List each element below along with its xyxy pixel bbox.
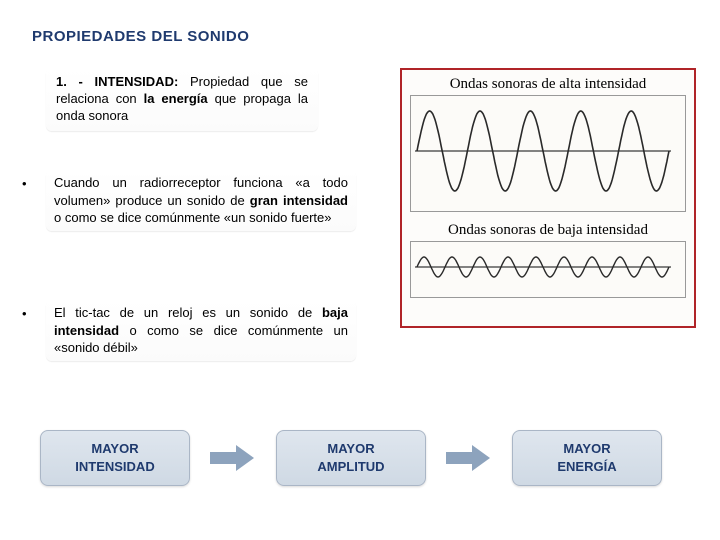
wave-figure: Ondas sonoras de alta intensidad Ondas s… (400, 68, 696, 328)
wave-low-plot (410, 241, 686, 298)
wave-high-plot (410, 95, 686, 212)
wave-label-high: Ondas sonoras de alta intensidad (410, 76, 686, 93)
bullet-marker: • (22, 306, 27, 321)
intro-bold-energy: la energía (144, 91, 208, 106)
wave-low-svg (411, 242, 675, 292)
bullet-item: • Cuando un radiorreceptor funciona «a t… (22, 170, 356, 231)
concept-box-amplitud: MAYORAMPLITUD (276, 430, 426, 486)
bullet-pre: El tic-tac de un reloj es un sonido de (54, 305, 322, 320)
concept-text: MAYORENERGÍA (557, 440, 616, 475)
bullet-text-box: Cuando un radiorreceptor funciona «a tod… (46, 170, 356, 231)
concept-box-energia: MAYORENERGÍA (512, 430, 662, 486)
intro-section: 1. - INTENSIDAD: Propiedad que se relaci… (46, 68, 318, 131)
bullet-bold: gran intensidad (250, 193, 348, 208)
page-title: PROPIEDADES DEL SONIDO (32, 28, 249, 45)
arrow-icon (444, 443, 494, 473)
arrow-icon (208, 443, 258, 473)
wave-high-svg (411, 96, 675, 206)
bullet-text-box: El tic-tac de un reloj es un sonido de b… (46, 300, 356, 361)
concept-row: MAYORINTENSIDAD MAYORAMPLITUD MAYORENERG… (40, 430, 690, 486)
wave-label-low: Ondas sonoras de baja intensidad (410, 222, 686, 239)
intro-lead: 1. - INTENSIDAD: (56, 74, 178, 89)
concept-text: MAYORAMPLITUD (317, 440, 384, 475)
bullet-item: • El tic-tac de un reloj es un sonido de… (22, 300, 356, 361)
bullet-marker: • (22, 176, 27, 191)
concept-text: MAYORINTENSIDAD (75, 440, 154, 475)
concept-box-intensidad: MAYORINTENSIDAD (40, 430, 190, 486)
bullet-post: o como se dice comúnmente «un sonido fue… (54, 210, 332, 225)
